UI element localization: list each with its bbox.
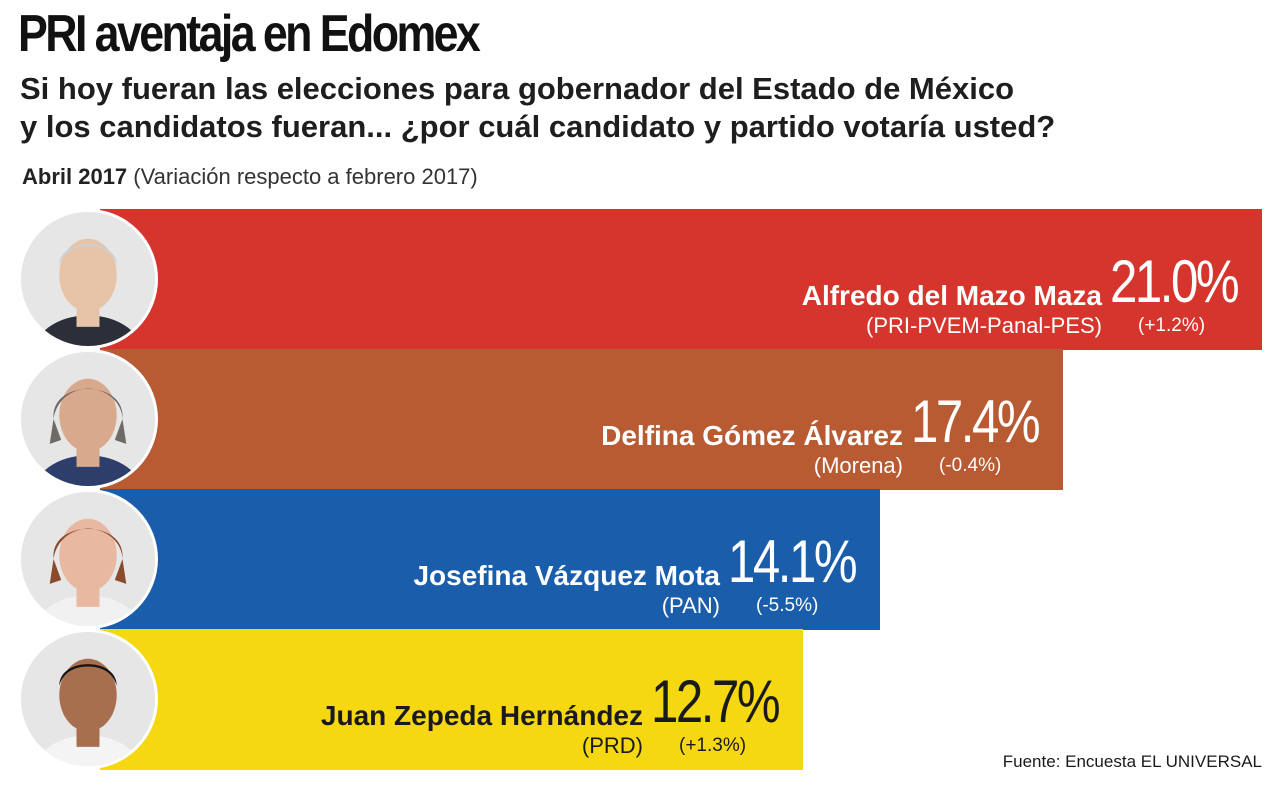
bar-delfina-gomez-alvarez (100, 349, 1063, 490)
period-date: Abril 2017 (22, 164, 128, 189)
candidate-name: Juan Zepeda Hernández (320, 700, 643, 731)
candidate-photo (18, 209, 158, 349)
candidate-name: Alfredo del Mazo Maza (801, 280, 1102, 311)
value-label: 17.4% (911, 388, 1041, 455)
candidate-party: (PRI-PVEM-Panal-PES) (866, 313, 1102, 338)
avatar-woman-icon (21, 492, 155, 626)
source-note: Fuente: Encuesta EL UNIVERSAL (1002, 752, 1262, 771)
candidate-name: Josefina Vázquez Mota (413, 560, 720, 591)
change-label: (-0.4%) (939, 455, 1002, 476)
subtitle-line-1: Si hoy fueran las elecciones para gobern… (20, 71, 1015, 106)
variation-note: (Variación respecto a febrero 2017) (133, 164, 478, 189)
change-label: (-5.5%) (756, 595, 819, 616)
candidate-party: (PAN) (661, 593, 720, 618)
value-label: 14.1% (728, 528, 858, 595)
candidate-photo (18, 629, 158, 769)
change-label: (+1.2%) (1138, 315, 1206, 336)
avatar-woman-icon (21, 352, 155, 486)
avatar-man-icon (21, 212, 155, 346)
bar-josefina-vazquez-mota (100, 489, 880, 630)
candidate-name: Delfina Gómez Álvarez (601, 420, 903, 451)
candidate-photo (18, 489, 158, 629)
period-label: Abril 2017 (Variación respecto a febrero… (22, 164, 478, 190)
value-label: 21.0% (1110, 248, 1240, 315)
avatar-man-icon (21, 632, 155, 766)
candidate-photo (18, 349, 158, 489)
page-title: PRI aventaja en Edomex (18, 5, 481, 63)
candidate-party: (PRD) (581, 733, 643, 758)
subtitle-line-2: y los candidatos fueran... ¿por cuál can… (20, 109, 1056, 144)
candidate-party: (Morena) (813, 453, 903, 478)
bar-alfredo-del-mazo-maza (100, 209, 1262, 350)
change-label: (+1.3%) (679, 735, 747, 756)
chart-subtitle: Si hoy fueran las elecciones para gobern… (20, 70, 1055, 146)
value-label: 12.7% (651, 668, 781, 735)
bar-juan-zepeda-hernandez (100, 629, 803, 770)
